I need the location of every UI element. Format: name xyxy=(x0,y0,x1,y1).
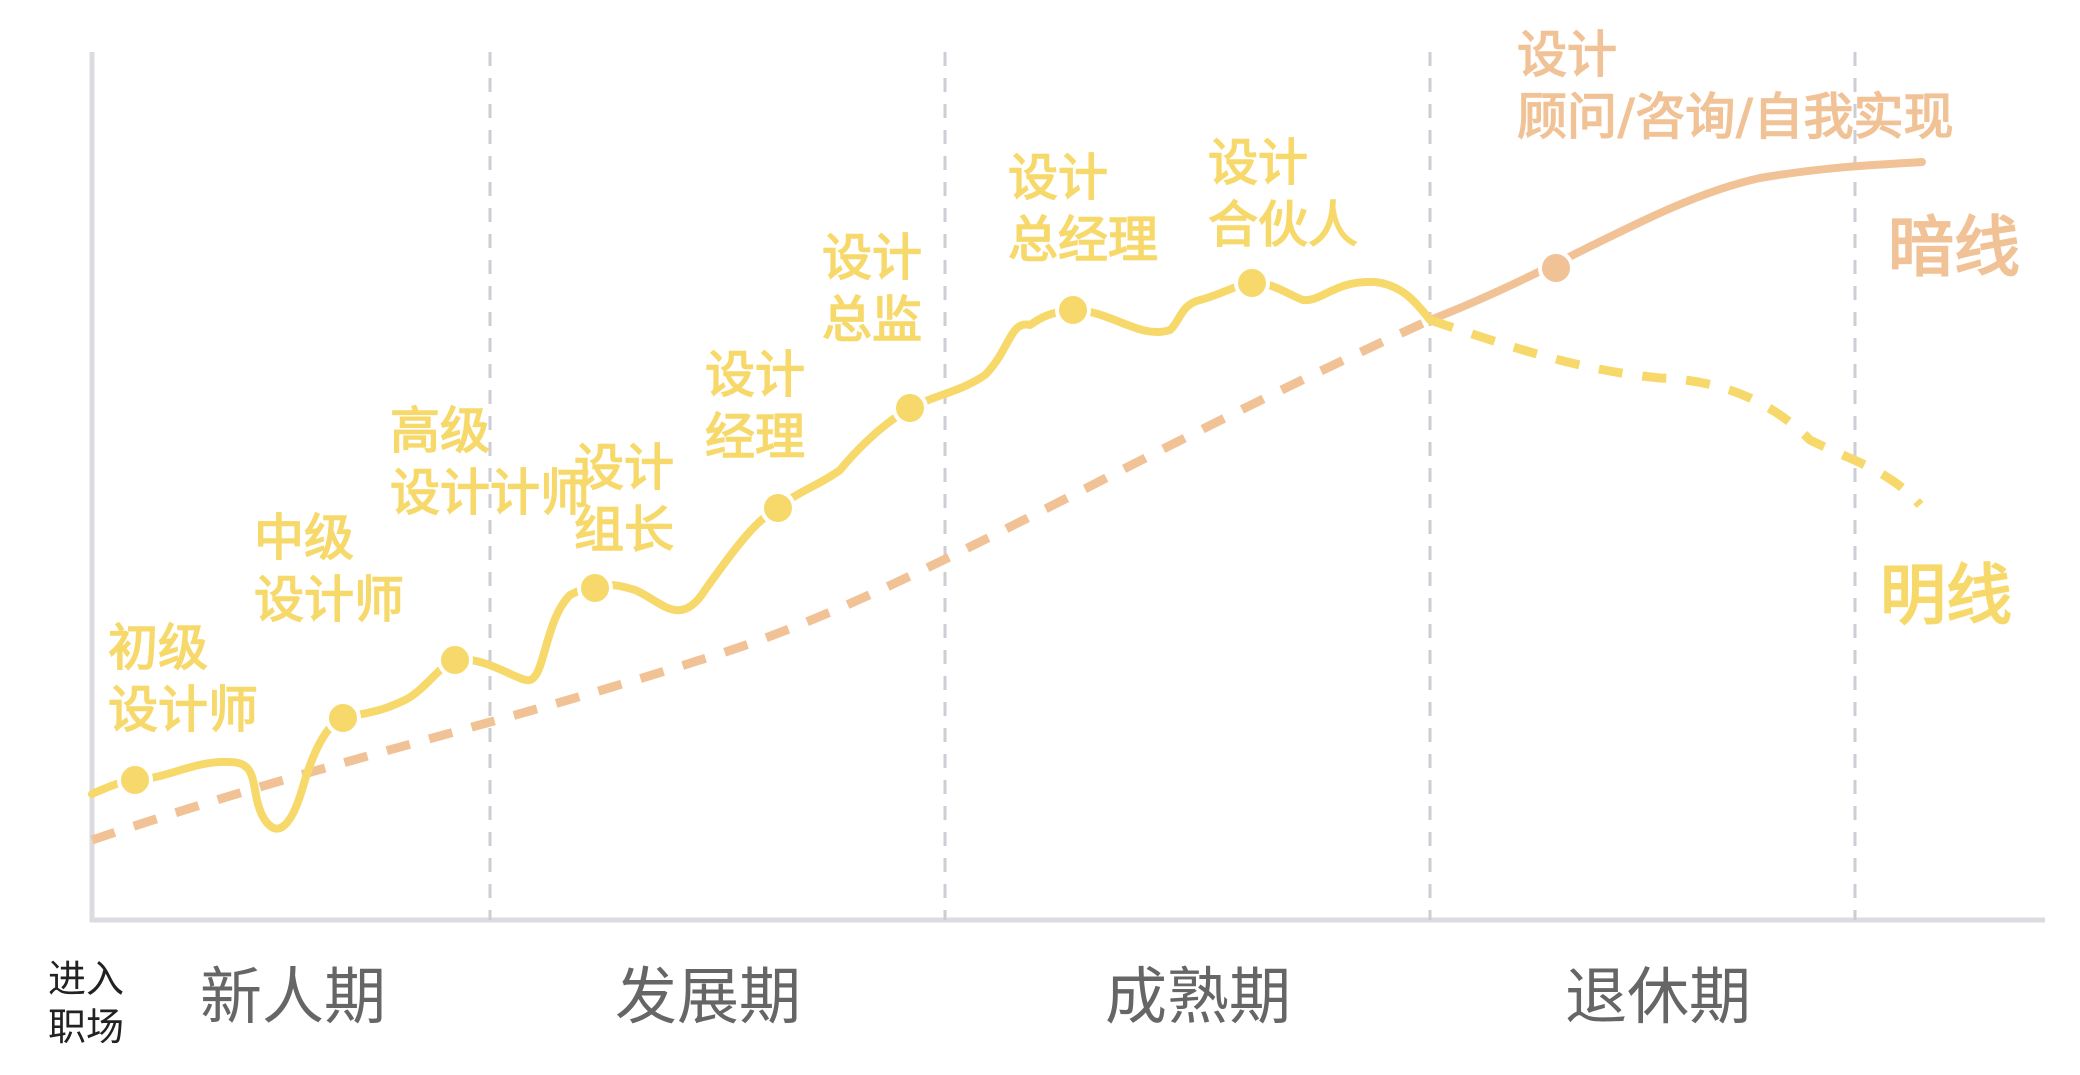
stage-label-7: 设计 总经理 xyxy=(1008,149,1158,269)
an-line-solid xyxy=(1426,158,1926,324)
stage-label-6-line-2: 总监 xyxy=(822,291,922,349)
stage-label-4-line-1: 设计 xyxy=(574,439,674,497)
phase-label-1: 新人期 xyxy=(200,960,386,1033)
stage-label-5: 设计 经理 xyxy=(705,346,822,466)
an-stage-dot xyxy=(1538,250,1574,286)
stage-label-7-line-2: 总经理 xyxy=(1008,211,1158,269)
axis-note-line-1: 进入 xyxy=(48,957,124,1001)
stage-label-7-line-1: 设计 xyxy=(1008,149,1108,207)
stage-dot-6 xyxy=(892,390,928,426)
stage-label-3-line-2: 设计计师 xyxy=(390,464,590,522)
stage-dot-2 xyxy=(325,700,361,736)
stage-dot-4 xyxy=(577,570,613,606)
stage-label-8-line-2: 合伙人 xyxy=(1208,196,1358,254)
stage-label-2-line-1: 中级 xyxy=(254,509,354,567)
axis-note-line-2: 职场 xyxy=(48,1005,124,1049)
stage-label-2-line-2: 设计师 xyxy=(254,571,404,629)
stage-label-3-line-1: 高级 xyxy=(390,402,490,460)
ming-line-label: 明线 xyxy=(1880,557,2012,634)
ming-line xyxy=(88,277,1434,833)
stage-label-5-line-1: 设计 xyxy=(705,346,805,404)
phase-label-4: 退休期 xyxy=(1565,960,1751,1033)
stage-label-1: 初级 设计师 xyxy=(108,619,258,739)
stage-label-8-line-1: 设计 xyxy=(1208,134,1308,192)
stage-label-6-line-1: 设计 xyxy=(822,229,922,287)
stage-label-1-line-1: 初级 xyxy=(108,619,208,677)
stage-label-5-line-2: 经理 xyxy=(705,408,805,466)
stage-dot-5 xyxy=(760,490,796,526)
stage-dot-1 xyxy=(117,762,153,798)
stage-label-1-line-2: 设计师 xyxy=(108,681,258,739)
ming-line-dashed xyxy=(1428,315,1924,508)
stage-label-4-line-2: 组长 xyxy=(574,501,674,559)
an-stage-label-line-1: 设计 xyxy=(1517,26,1617,84)
phase-label-3: 成熟期 xyxy=(1105,960,1291,1033)
stage-label-8: 设计 合伙人 xyxy=(1208,134,1358,254)
an-stage-label-line-2: 顾问/咨询/自我实现 xyxy=(1517,88,1954,146)
stage-label-6: 设计 总监 xyxy=(822,229,939,349)
an-stage-label: 设计 顾问/咨询/自我实现 xyxy=(1517,26,1954,146)
stage-label-4: 设计 组长 xyxy=(574,439,691,559)
phase-label-2: 发展期 xyxy=(615,960,801,1033)
stage-label-2: 中级 设计师 xyxy=(254,509,404,629)
stage-dots xyxy=(117,250,1574,798)
stage-dot-7 xyxy=(1055,292,1091,328)
stage-dot-8 xyxy=(1234,265,1270,301)
stage-dot-3 xyxy=(437,642,473,678)
an-line-label: 暗线 xyxy=(1888,209,2020,286)
stage-label-3: 高级 设计计师 xyxy=(390,402,590,522)
axis-note: 进入 职场 xyxy=(48,957,136,1049)
